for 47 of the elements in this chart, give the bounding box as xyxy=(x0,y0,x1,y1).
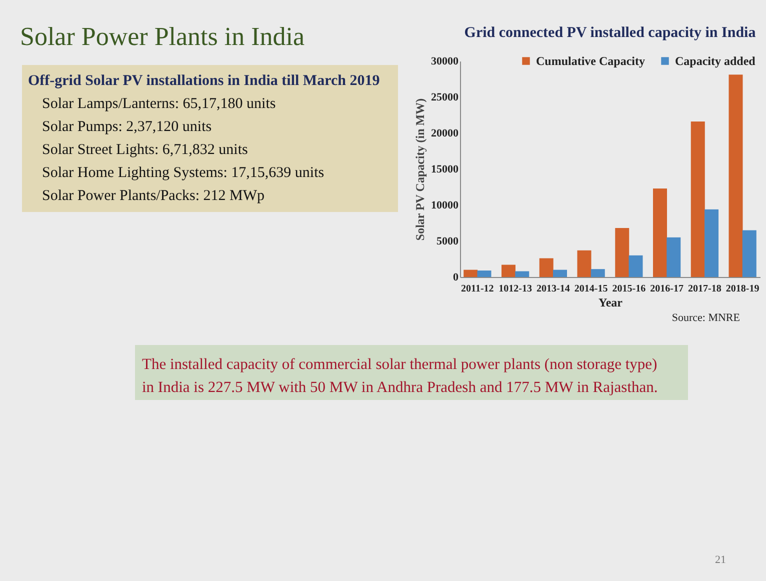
text: The installed capacity of commercial solar thermal power plants (non storage type) xyxy=(142,356,658,373)
bar xyxy=(690,121,705,277)
text: Solar Street Lights: 6,71,832 units xyxy=(42,142,248,158)
legend-label: Cumulative Capacity xyxy=(536,54,645,68)
text: Off-grid Solar PV installations in India till March 2019 xyxy=(28,73,380,89)
bar xyxy=(464,270,478,277)
bar xyxy=(539,258,554,277)
x-tick-label: 1012-13 xyxy=(498,284,532,294)
x-tick-label: 2018-19 xyxy=(726,284,760,294)
bar xyxy=(628,255,643,277)
y-tick-label: 10000 xyxy=(431,200,459,212)
legend-label: Capacity added xyxy=(675,54,756,68)
bar xyxy=(515,271,530,277)
y-tick-label: 20000 xyxy=(431,128,459,140)
text: Solar Power Plants in India xyxy=(20,22,305,51)
text: 21 xyxy=(715,554,726,566)
bar xyxy=(728,74,743,277)
source-note: Source: MNRE xyxy=(672,312,740,324)
text: Solar Lamps/Lanterns: 65,17,180 units xyxy=(42,96,276,112)
x-tick-label: 2011-12 xyxy=(461,284,494,294)
text: Solar Home Lighting Systems: 17,15,639 units xyxy=(42,165,324,181)
x-tick-label: 2015-16 xyxy=(612,284,646,294)
y-tick-label: 0 xyxy=(453,272,459,284)
bar xyxy=(615,228,630,277)
x-tick-label: 2016-17 xyxy=(650,284,684,294)
x-tick-label: 2013-14 xyxy=(536,284,570,294)
y-axis-title: Solar PV Capacity (in MW) xyxy=(413,98,427,241)
chart-title: Grid connected PV installed capacity in India xyxy=(464,25,756,41)
bar xyxy=(477,270,492,277)
bar xyxy=(742,230,756,277)
y-tick-label: 15000 xyxy=(431,164,459,176)
bar xyxy=(501,264,516,277)
text: Solar Pumps: 2,37,120 units xyxy=(42,119,212,135)
y-tick-label: 25000 xyxy=(431,92,459,104)
x-axis-title: Year xyxy=(598,296,624,310)
bar xyxy=(590,269,605,277)
bar xyxy=(553,270,567,277)
text: in India is 227.5 MW with 50 MW in Andhra Pradesh and 177.5 MW in Rajasthan. xyxy=(142,379,658,396)
bar xyxy=(704,209,719,277)
x-tick-label: 2017-18 xyxy=(688,284,722,294)
bar xyxy=(577,250,592,277)
x-tick-label: 2014-15 xyxy=(574,284,608,294)
y-tick-label: 5000 xyxy=(436,236,459,248)
bar xyxy=(653,188,667,277)
bar xyxy=(666,237,681,277)
y-tick-label: 30000 xyxy=(431,56,459,68)
text: Solar Power Plants/Packs: 212 MWp xyxy=(42,188,264,204)
